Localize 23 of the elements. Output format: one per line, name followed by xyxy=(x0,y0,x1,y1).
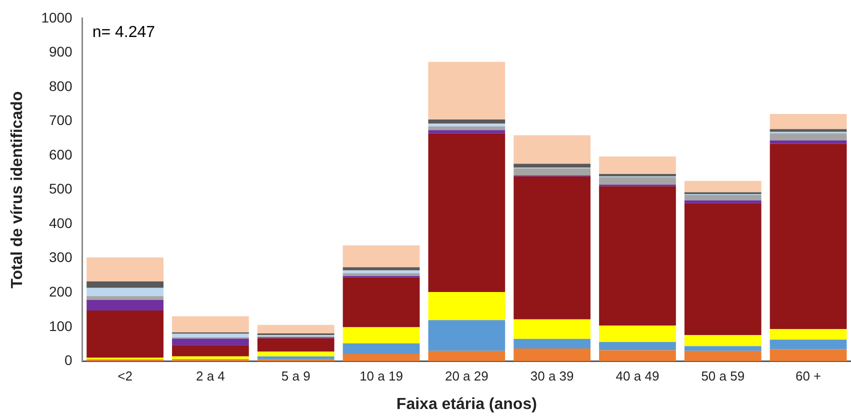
y-tick-label: 500 xyxy=(48,180,73,197)
y-tick-label: 1000 xyxy=(41,9,73,26)
y-tick-label: 200 xyxy=(48,284,73,300)
y-tick-label: 600 xyxy=(48,146,73,162)
x-tick-label: 2 a 4 xyxy=(196,368,225,384)
y-tick-label: 100 xyxy=(48,318,73,334)
y-tick-label: 700 xyxy=(48,112,73,128)
y-tick-label: 0 xyxy=(64,352,73,368)
y-axis-title: Total de vírus identificado xyxy=(9,91,26,288)
x-tick-label: 20 a 29 xyxy=(444,368,488,384)
annotation: n= 4.247 xyxy=(92,24,156,41)
x-tick-label: 5 a 9 xyxy=(281,368,310,384)
y-tick-label: 800 xyxy=(48,78,73,94)
y-tick-label: 900 xyxy=(48,44,73,60)
x-tick-label: 60 + xyxy=(795,368,822,384)
x-tick-label: <2 xyxy=(118,368,132,384)
y-tick-label: 400 xyxy=(48,214,73,231)
x-tick-label: 30 a 39 xyxy=(530,368,574,384)
y-tick-label: 300 xyxy=(48,249,73,266)
x-axis-title: Faixa etária (anos) xyxy=(396,396,537,413)
x-tick-label: 40 a 49 xyxy=(616,368,660,384)
x-tick-label: 10 a 19 xyxy=(360,368,403,384)
x-tick-label: 50 a 59 xyxy=(701,368,745,384)
